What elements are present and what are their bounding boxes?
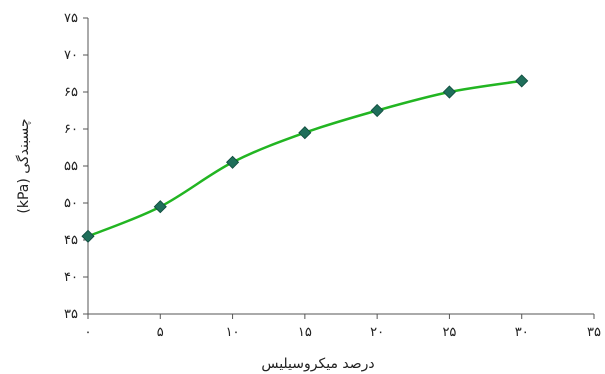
y-tick-label: ۳۵ [64,307,78,322]
data-point [153,200,167,214]
x-tick-label: ۱۵ [298,325,312,340]
data-point [298,126,312,140]
y-tick-label: ۷۵ [64,11,78,26]
x-tick-label: ۳۰ [515,325,529,340]
y-axis-title: (kPa) چسبندگی [15,118,32,213]
y-tick-label: ۷۰ [64,48,78,63]
y-tick-label: ۵۵ [64,159,78,174]
x-axis: ۰ ۵ ۱۰ ۱۵ ۲۰ ۲۵ ۳۰ ۳۵ [85,313,601,340]
x-tick-label: ۲۰ [370,325,384,340]
data-point [226,155,240,169]
x-tick-label: ۰ [85,325,92,340]
x-tick-label: ۳۵ [587,325,601,340]
x-tick-label: ۵ [157,325,164,340]
x-axis-title: درصد میکروسیلیس [261,356,374,372]
data-point [370,103,384,118]
y-tick-label: ۴۰ [64,270,78,285]
y-tick-label: ۵۰ [64,196,78,211]
series-line [87,79,522,238]
y-axis: ۳۵ ۴۰ ۴۵ ۵۰ ۵۵ ۶۰ ۶۵ ۷۰ ۷۵ [64,11,89,322]
data-point [81,229,95,243]
data-point [515,74,529,88]
data-point [442,85,456,99]
series-group [81,74,529,243]
y-tick-label: ۶۵ [64,85,78,100]
x-tick-label: ۱۰ [226,325,240,340]
y-tick-label: ۴۵ [64,233,78,248]
y-tick-label: ۶۰ [64,122,78,137]
x-tick-label: ۲۵ [442,325,456,340]
